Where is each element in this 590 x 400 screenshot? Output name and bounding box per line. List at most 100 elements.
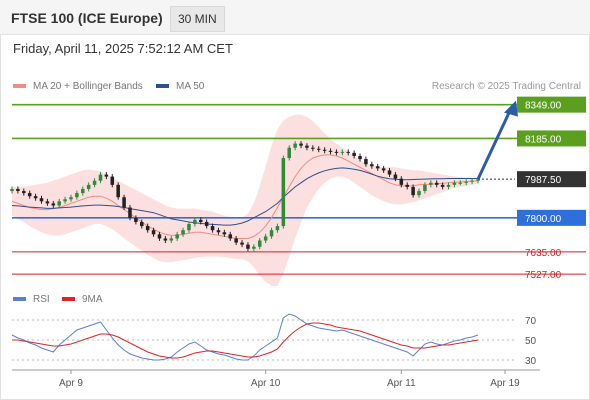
candle-body [22, 191, 26, 194]
candle [75, 190, 79, 200]
candle-body [434, 182, 439, 185]
candle-body [75, 193, 79, 198]
timeframe-badge[interactable]: 30 MIN [170, 6, 225, 32]
candle [22, 188, 26, 196]
level-label-8349.00-bg [517, 96, 586, 113]
candle-body [470, 180, 474, 182]
candle [281, 155, 286, 229]
candle-body [299, 143, 303, 146]
ma20-line [11, 154, 479, 239]
candle-body [151, 230, 156, 235]
level-label-7800.00-bg [517, 209, 586, 226]
candle-body [204, 221, 209, 227]
candle-body [358, 155, 362, 160]
candle-body [458, 182, 463, 184]
candle-body [328, 150, 333, 152]
forecast-arrow-head [504, 100, 518, 117]
candle-body [33, 196, 38, 199]
candle [417, 188, 421, 198]
candle-body [228, 234, 233, 239]
candle-body [246, 244, 250, 249]
ma50-label: MA 50 [176, 81, 205, 92]
candle [104, 172, 109, 180]
candle-body [275, 226, 280, 231]
x-tick-label: Apr 19 [490, 378, 520, 389]
candle-body [257, 240, 262, 247]
candle-body [305, 145, 309, 148]
level-label-8349.00-text: 8349.00 [525, 101, 562, 112]
candle-body [340, 151, 345, 153]
candle [234, 235, 238, 246]
candle-body [140, 221, 144, 227]
candle-body [417, 191, 421, 196]
candle-body [334, 151, 339, 153]
level-label-8185.00-text: 8185.00 [525, 134, 562, 145]
current-price-label-text: 7987.50 [525, 175, 562, 186]
candle [446, 182, 451, 190]
candle-body [163, 238, 168, 241]
candle-body [393, 174, 398, 179]
candle [69, 194, 73, 202]
credit-text: Research © 2025 Trading Central [431, 81, 581, 92]
candle-body [81, 188, 85, 194]
candle [305, 143, 309, 151]
candle-body [181, 230, 185, 235]
candle-body [98, 174, 103, 181]
candle [370, 161, 374, 169]
candle [57, 198, 61, 208]
candle [39, 195, 44, 204]
candle [151, 227, 156, 237]
level-label-7527.00-text: 7527.00 [525, 270, 562, 281]
candle [140, 219, 144, 229]
candle [145, 223, 150, 233]
candle [340, 149, 345, 156]
candle-body [92, 180, 97, 185]
candle [322, 147, 327, 154]
candle [464, 179, 468, 186]
candle-body [134, 217, 138, 222]
candle [399, 176, 404, 188]
candle-body [387, 170, 392, 175]
legend-rsi: RSI [13, 294, 50, 305]
candle [116, 182, 120, 200]
candle-body [193, 219, 197, 225]
chart-header: FTSE 100 (ICE Europe) 30 MIN [0, 0, 590, 35]
candle-body [175, 234, 179, 239]
candle-body [429, 182, 433, 185]
candle [157, 231, 162, 241]
candle [187, 221, 191, 233]
candle [364, 156, 368, 167]
current-price-label-bg [517, 171, 586, 188]
candle-body [423, 184, 427, 192]
candle [216, 227, 221, 235]
level-label-7800.00-text: 7800.00 [525, 214, 562, 225]
candle-body [169, 238, 174, 241]
candle [110, 174, 115, 188]
candle-body [51, 203, 56, 206]
candle [352, 150, 356, 159]
candle-body [86, 184, 91, 189]
candle-body [346, 151, 350, 153]
candle-body [375, 166, 380, 169]
candle [358, 153, 362, 162]
candle-body [476, 179, 480, 181]
candle-body [27, 193, 32, 197]
candle [122, 194, 126, 210]
candle [198, 217, 203, 225]
candle [381, 165, 386, 173]
candle-body [452, 182, 457, 185]
candle-body [311, 147, 315, 149]
candle [45, 198, 50, 206]
candle-body [110, 176, 115, 185]
candle [16, 186, 20, 194]
candle-body [187, 224, 191, 231]
candle-body [252, 246, 256, 249]
candle-body [16, 188, 20, 192]
candle [222, 229, 227, 237]
candle-body [145, 226, 150, 231]
candle [311, 145, 315, 152]
candle [81, 186, 85, 196]
candle [27, 190, 32, 199]
candle-body [10, 188, 14, 192]
